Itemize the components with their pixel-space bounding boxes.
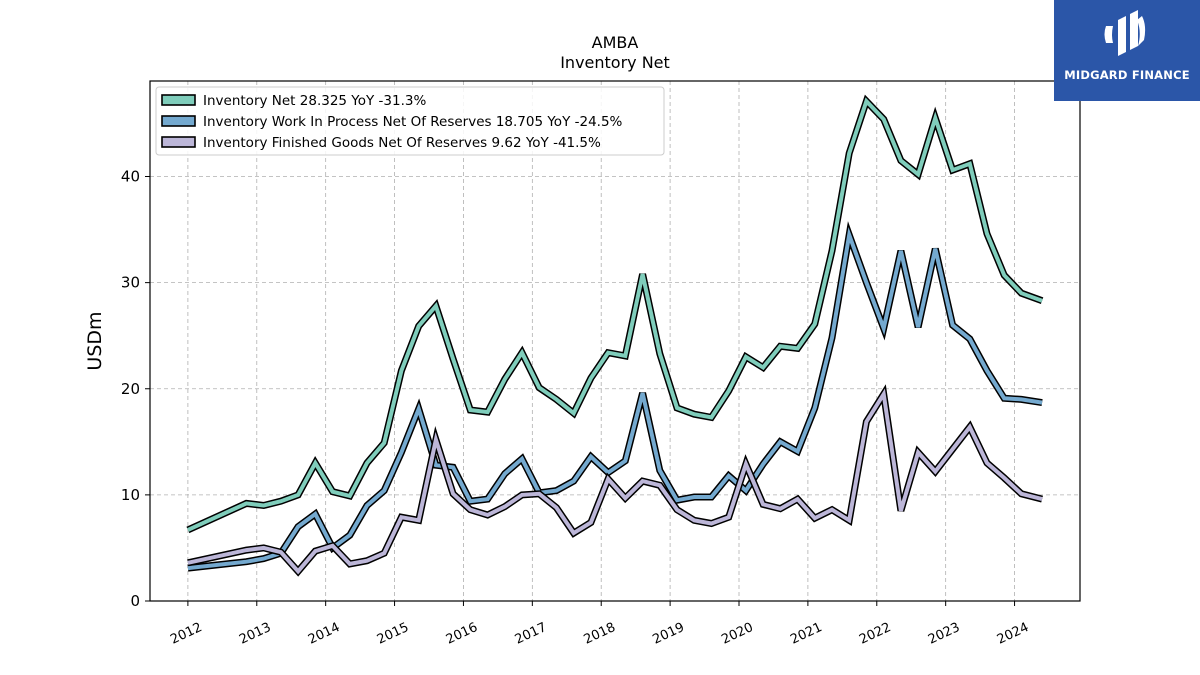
series-line-2 bbox=[187, 388, 1043, 575]
x-tick-label: 2023 bbox=[926, 620, 962, 648]
series-line-0 bbox=[187, 97, 1043, 532]
y-tick-label: 40 bbox=[121, 168, 140, 186]
x-tick-label: 2019 bbox=[650, 620, 686, 648]
series-line-1 bbox=[187, 227, 1043, 571]
y-tick-label: 20 bbox=[121, 380, 140, 398]
x-tick-label: 2024 bbox=[995, 620, 1031, 648]
midgard-finance-logo: MIDGARD FINANCE bbox=[1054, 0, 1200, 101]
x-tick-label: 2016 bbox=[444, 620, 480, 648]
legend-label-1: Inventory Work In Process Net Of Reserve… bbox=[203, 114, 623, 130]
x-tick-label: 2013 bbox=[237, 620, 273, 648]
x-tick-label: 2021 bbox=[788, 620, 824, 648]
legend: Inventory Net 28.325 YoY -31.3% Inventory… bbox=[155, 86, 665, 156]
legend-swatch-1 bbox=[161, 115, 196, 127]
series-layer bbox=[186, 94, 1044, 577]
legend-swatch-0 bbox=[161, 94, 196, 106]
midgard-logo-icon bbox=[1104, 10, 1146, 56]
x-axis-ticks: 2012 2013 2014 2015 2016 2017 2018 2019 2020 2021… bbox=[168, 601, 1031, 648]
x-tick-label: 2014 bbox=[306, 620, 342, 648]
x-tick-label: 2020 bbox=[719, 620, 755, 648]
legend-label-2: Inventory Finished Goods Net Of Reserves… bbox=[203, 135, 601, 151]
y-axis-ticks: 0 10 20 30 40 bbox=[121, 168, 150, 610]
x-tick-label: 2022 bbox=[857, 620, 893, 648]
chart-title: AMBA bbox=[592, 33, 639, 52]
x-tick-label: 2017 bbox=[513, 620, 549, 648]
y-tick-label: 0 bbox=[130, 592, 140, 610]
x-tick-label: 2012 bbox=[168, 620, 204, 648]
chart-subtitle: Inventory Net bbox=[560, 53, 670, 72]
plot-frame bbox=[149, 80, 1081, 602]
x-tick-label: 2015 bbox=[375, 620, 411, 648]
grid-lines bbox=[150, 81, 1080, 601]
y-tick-label: 30 bbox=[121, 274, 140, 292]
y-tick-label: 10 bbox=[121, 486, 140, 504]
x-tick-label: 2018 bbox=[582, 620, 618, 648]
y-axis-label: USDm bbox=[84, 311, 106, 370]
logo-text: MIDGARD FINANCE bbox=[1064, 68, 1190, 82]
legend-frame bbox=[155, 86, 665, 156]
legend-label-0: Inventory Net 28.325 YoY -31.3% bbox=[203, 93, 426, 109]
series-outline-2 bbox=[187, 384, 1043, 577]
legend-swatch-2 bbox=[161, 136, 196, 148]
